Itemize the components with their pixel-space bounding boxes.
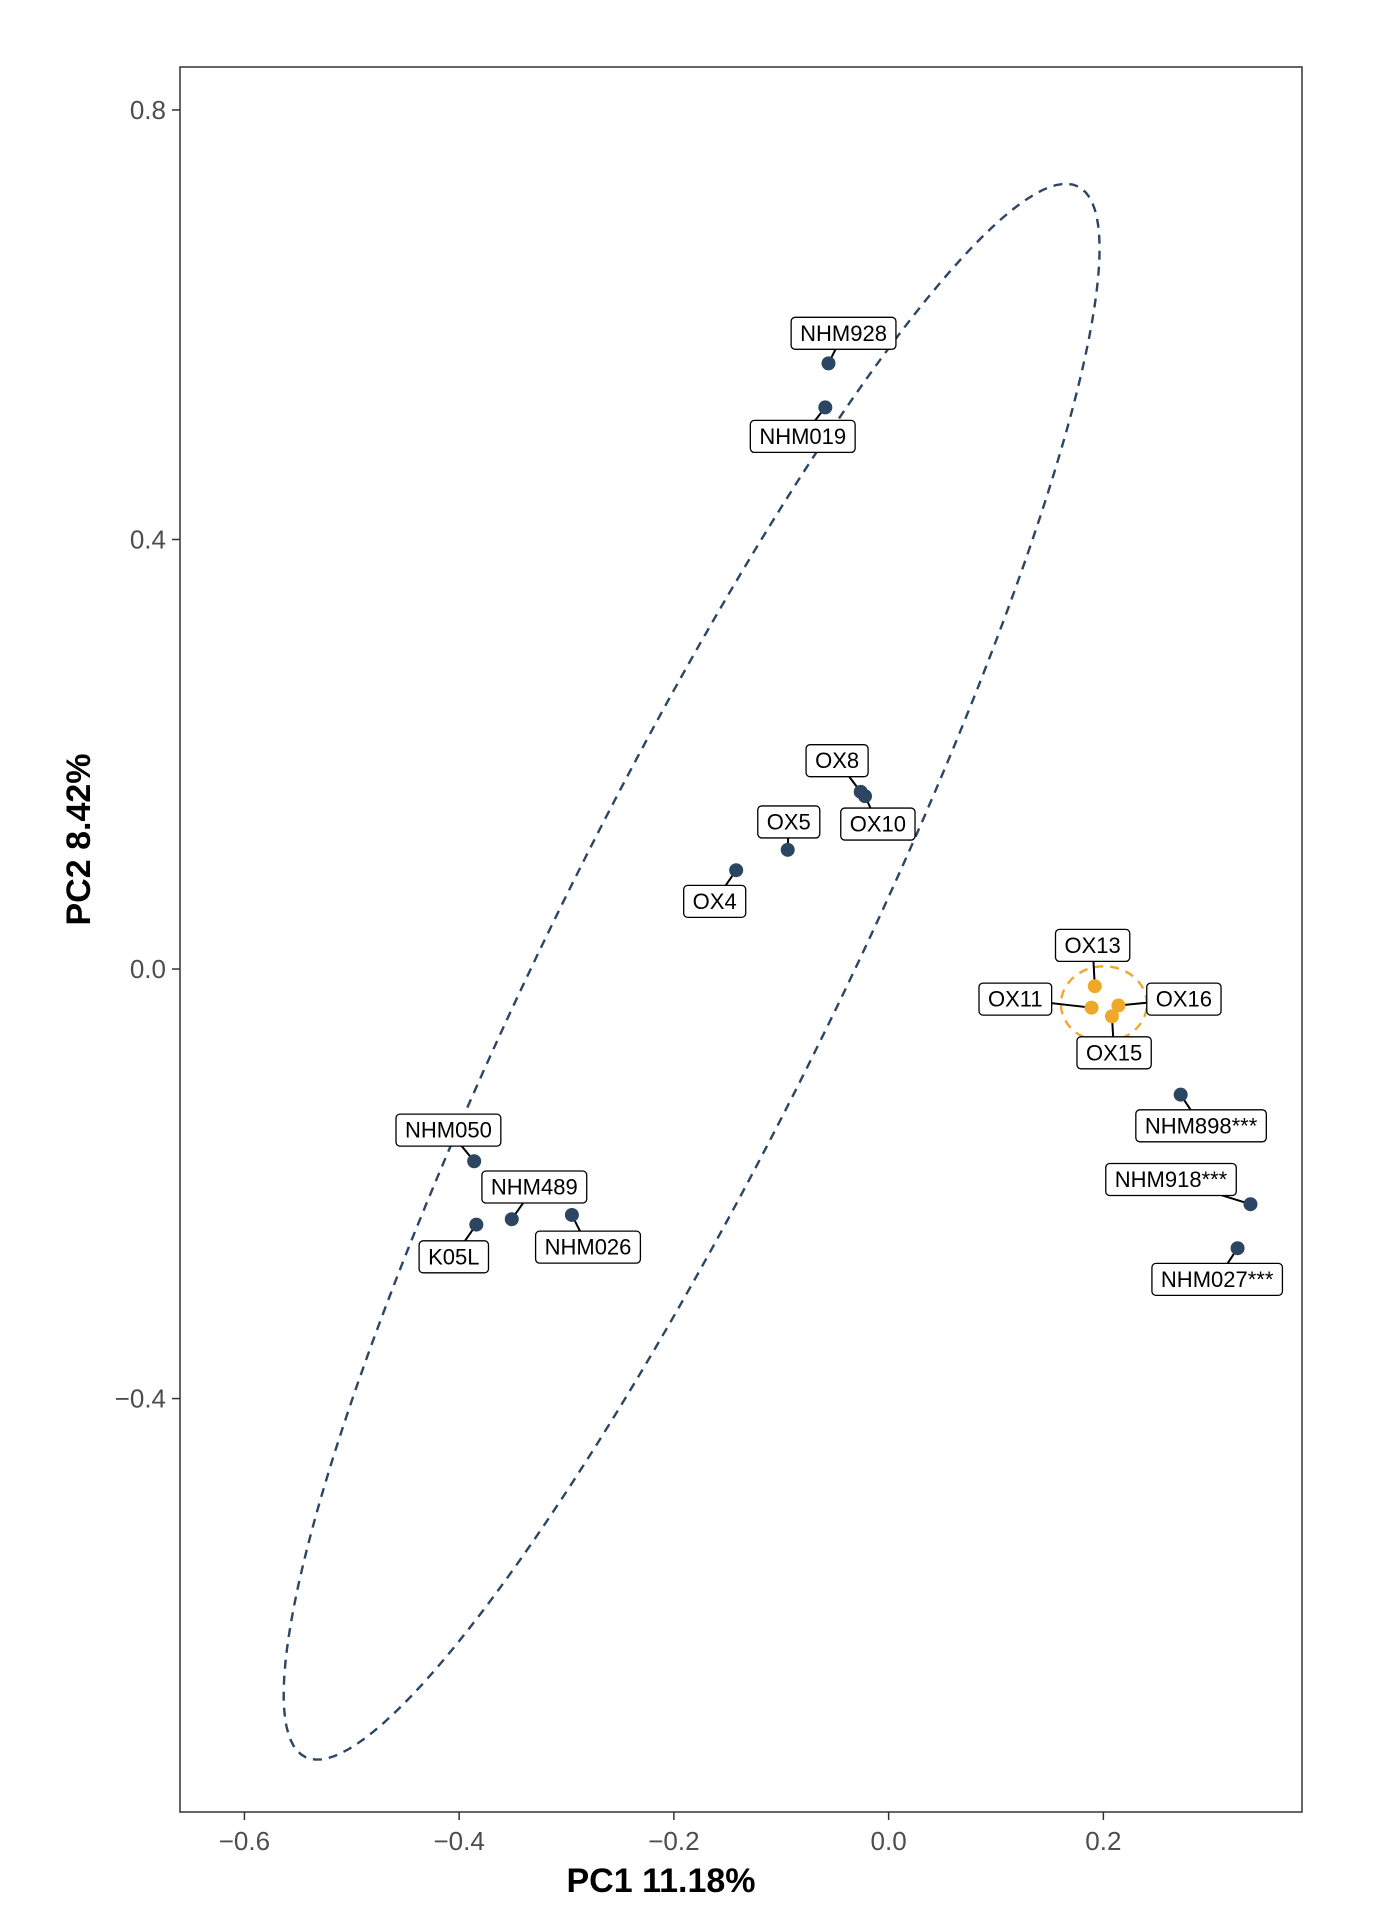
label-box-frame-nhm019 bbox=[749, 419, 856, 454]
point-label-nhm928: NHM928 bbox=[800, 321, 887, 346]
label-box-frame-nhm489 bbox=[481, 1170, 588, 1204]
label-box-frame-nhm898 bbox=[1135, 1109, 1267, 1143]
confidence-ellipses bbox=[282, 182, 1149, 1761]
label-box-frame-nhm918 bbox=[1105, 1162, 1237, 1197]
y-axis-title: PC2 8.42% bbox=[60, 754, 98, 926]
label-box-nhm489: NHM489 bbox=[481, 1170, 588, 1204]
label-box-frame-nhm050 bbox=[395, 1113, 502, 1147]
point-nhm489 bbox=[504, 1212, 519, 1227]
point-nhm918 bbox=[1243, 1197, 1258, 1212]
point-k05l bbox=[469, 1217, 484, 1232]
point-label-nhm898: NHM898*** bbox=[1145, 1113, 1258, 1138]
point-label-ox5: OX5 bbox=[767, 809, 811, 834]
label-box-frame-nhm928 bbox=[790, 316, 897, 350]
point-label-ox4: OX4 bbox=[693, 889, 737, 914]
point-nhm019 bbox=[818, 400, 833, 415]
x-tick-label: 0.2 bbox=[1085, 1826, 1121, 1856]
confidence-ellipse-main bbox=[282, 182, 1101, 1761]
label-box-ox8: OX8 bbox=[805, 744, 869, 778]
label-box-frame-ox4 bbox=[683, 884, 747, 919]
x-tick-label: 0.0 bbox=[871, 1826, 907, 1856]
label-box-nhm050: NHM050 bbox=[395, 1113, 502, 1147]
y-axis: 0.8 0.4 0.0 −0.4 bbox=[115, 95, 180, 1414]
label-box-nhm928: NHM928 bbox=[790, 316, 897, 350]
point-ox16 bbox=[1111, 998, 1126, 1013]
point-label-ox16: OX16 bbox=[1156, 987, 1212, 1012]
label-box-nhm019: NHM019 bbox=[749, 419, 856, 454]
label-box-ox16: OX16 bbox=[1146, 982, 1222, 1016]
point-nhm027 bbox=[1230, 1241, 1245, 1256]
label-box-frame-ox13 bbox=[1054, 928, 1131, 963]
point-nhm898 bbox=[1173, 1087, 1188, 1102]
x-tick-label: −0.4 bbox=[433, 1826, 484, 1856]
point-nhm026 bbox=[564, 1207, 579, 1222]
point-labels: NHM928 NHM019 OX8 OX10 OX5 OX4 OX13 OX11 OX16 OX1… bbox=[395, 316, 1284, 1297]
point-ox13 bbox=[1087, 979, 1102, 994]
point-ox4 bbox=[729, 863, 744, 878]
label-box-frame-ox15 bbox=[1076, 1036, 1152, 1070]
label-box-frame-ox10 bbox=[840, 807, 916, 841]
y-tick-label: 0.4 bbox=[130, 524, 166, 554]
plot-panel-border bbox=[179, 66, 1303, 1813]
label-box-ox4: OX4 bbox=[683, 884, 747, 919]
label-box-frame-nhm027 bbox=[1151, 1262, 1284, 1297]
data-points bbox=[467, 356, 1258, 1256]
label-box-nhm918: NHM918*** bbox=[1105, 1162, 1237, 1197]
point-label-nhm026: NHM026 bbox=[545, 1235, 632, 1260]
label-box-ox15: OX15 bbox=[1076, 1036, 1152, 1070]
label-leader-lines bbox=[447, 332, 1251, 1280]
label-box-ox10: OX10 bbox=[840, 807, 916, 841]
point-label-ox8: OX8 bbox=[815, 748, 859, 773]
label-box-ox11: OX11 bbox=[978, 982, 1053, 1016]
x-axis-title: PC1 11.18% bbox=[566, 1862, 755, 1900]
point-label-nhm050: NHM050 bbox=[405, 1118, 492, 1143]
label-box-frame-ox8 bbox=[805, 744, 869, 778]
label-box-frame-nhm026 bbox=[534, 1230, 642, 1264]
point-label-ox10: OX10 bbox=[850, 812, 906, 837]
point-nhm928 bbox=[821, 356, 836, 371]
point-nhm050 bbox=[467, 1154, 482, 1169]
point-ox10 bbox=[858, 789, 873, 804]
x-axis: −0.6 −0.4 −0.2 0.0 0.2 bbox=[219, 1812, 1121, 1856]
point-ox11 bbox=[1084, 1000, 1099, 1015]
label-box-ox5: OX5 bbox=[757, 805, 821, 839]
y-tick-label: 0.8 bbox=[130, 95, 166, 125]
point-label-nhm489: NHM489 bbox=[491, 1175, 578, 1200]
y-tick-label: 0.0 bbox=[130, 954, 166, 984]
label-box-nhm898: NHM898*** bbox=[1135, 1109, 1267, 1143]
x-tick-label: −0.6 bbox=[219, 1826, 270, 1856]
label-box-ox13: OX13 bbox=[1054, 928, 1131, 963]
point-ox5 bbox=[780, 842, 795, 857]
point-label-ox11: OX11 bbox=[988, 987, 1043, 1012]
x-tick-label: −0.2 bbox=[648, 1826, 699, 1856]
y-tick-label: −0.4 bbox=[115, 1384, 166, 1414]
label-box-nhm026: NHM026 bbox=[534, 1230, 642, 1264]
label-box-frame-ox16 bbox=[1146, 982, 1222, 1016]
point-label-nhm918: NHM918*** bbox=[1115, 1167, 1228, 1192]
point-label-k05l: K05L bbox=[428, 1244, 479, 1269]
label-box-frame-ox5 bbox=[757, 805, 821, 839]
point-label-nhm019: NHM019 bbox=[759, 424, 846, 449]
label-box-frame-k05l bbox=[418, 1240, 490, 1274]
label-box-nhm027: NHM027*** bbox=[1151, 1262, 1284, 1297]
point-label-ox13: OX13 bbox=[1064, 933, 1120, 958]
label-box-frame-ox11 bbox=[978, 982, 1053, 1016]
point-ox15 bbox=[1104, 1009, 1119, 1024]
point-label-nhm027: NHM027*** bbox=[1161, 1267, 1274, 1292]
label-box-k05l: K05L bbox=[418, 1240, 490, 1274]
point-label-ox15: OX15 bbox=[1086, 1040, 1142, 1065]
